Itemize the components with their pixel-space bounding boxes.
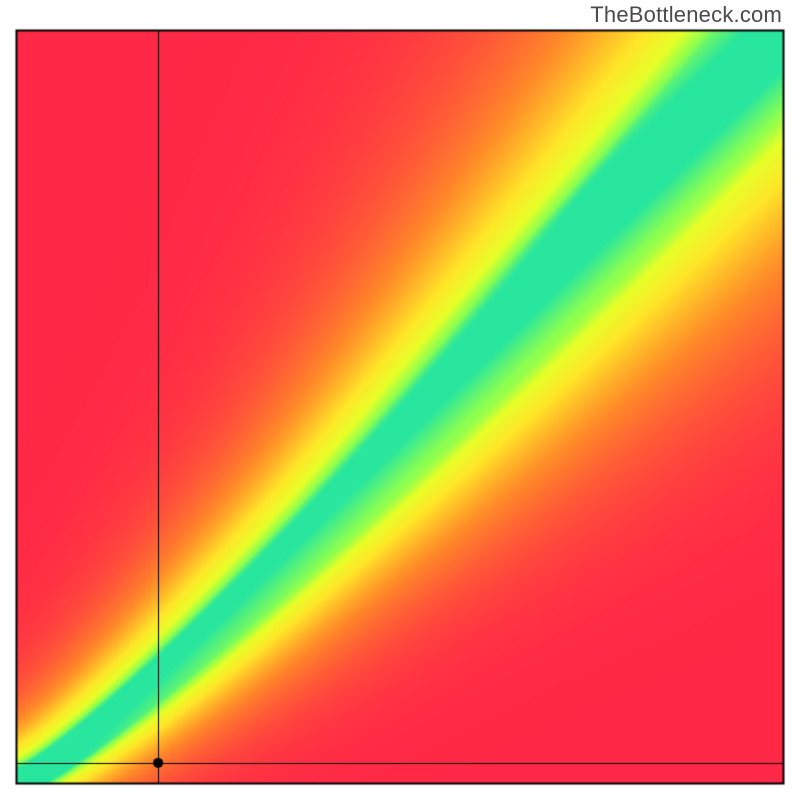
chart-container: TheBottleneck.com — [0, 0, 800, 800]
heatmap-canvas — [0, 0, 800, 800]
watermark-text: TheBottleneck.com — [590, 2, 782, 28]
